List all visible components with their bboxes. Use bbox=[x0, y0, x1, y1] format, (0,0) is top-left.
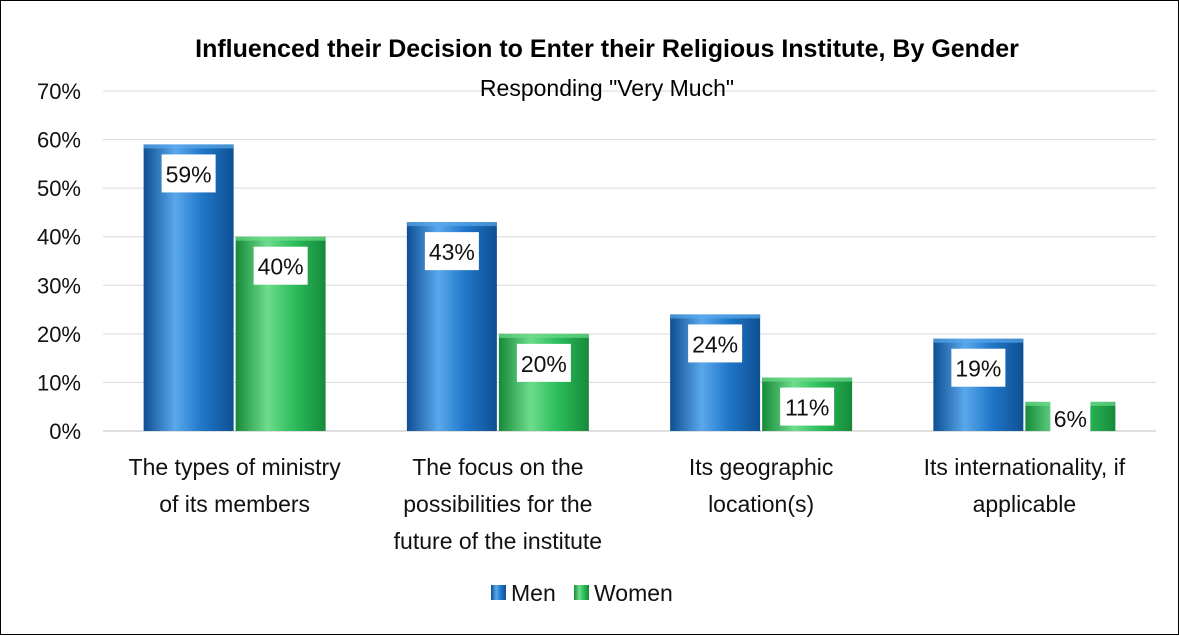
y-tick-label: 70% bbox=[37, 79, 81, 104]
category-label: location(s) bbox=[708, 491, 814, 517]
bars bbox=[143, 144, 1116, 431]
category-label: of its members bbox=[159, 491, 310, 517]
data-label-box bbox=[951, 348, 1006, 387]
y-tick-label: 30% bbox=[37, 273, 81, 298]
data-label: 24% bbox=[692, 331, 738, 357]
bar-cap bbox=[933, 338, 1024, 343]
data-label: 11% bbox=[785, 395, 829, 421]
y-tick-label: 50% bbox=[37, 176, 81, 201]
y-tick-label: 20% bbox=[37, 322, 81, 347]
data-label: 59% bbox=[166, 161, 212, 187]
data-label: 19% bbox=[955, 356, 1001, 382]
data-label-box bbox=[688, 324, 743, 363]
bar-cap bbox=[498, 333, 589, 338]
legend-label-women: Women bbox=[594, 580, 673, 606]
data-label: 20% bbox=[521, 351, 567, 377]
bar-cap bbox=[143, 144, 234, 149]
category-label: future of the institute bbox=[394, 528, 602, 554]
data-label: 6% bbox=[1054, 406, 1087, 432]
legend-swatch-men bbox=[491, 585, 506, 600]
x-axis: The types of ministry of its members The f… bbox=[129, 454, 1126, 554]
y-tick-label: 10% bbox=[37, 370, 81, 395]
data-label: 43% bbox=[429, 239, 475, 265]
bar-cap bbox=[670, 314, 761, 319]
bar-cap bbox=[235, 236, 326, 241]
data-labels: 59% 40% 43% 20% 24% 11% 19% 6% bbox=[161, 154, 1091, 437]
bar-cap bbox=[762, 377, 853, 382]
chart-title: Influenced their Decision to Enter their… bbox=[195, 35, 1019, 63]
data-label: 40% bbox=[258, 254, 304, 280]
legend-label-men: Men bbox=[511, 580, 556, 606]
data-label-box bbox=[516, 343, 571, 382]
category-label: The types of ministry bbox=[129, 454, 342, 480]
data-label-box bbox=[161, 154, 216, 193]
bar-cap bbox=[406, 222, 497, 227]
legend: Men Women bbox=[491, 580, 673, 606]
y-tick-label: 60% bbox=[37, 128, 81, 153]
y-axis: 0% 10% 20% 30% 40% 50% 60% 70% bbox=[37, 79, 81, 444]
chart-subtitle: Responding "Very Much" bbox=[480, 75, 734, 101]
category-label: applicable bbox=[973, 491, 1077, 517]
legend-swatch-women bbox=[574, 585, 589, 600]
data-label-box bbox=[253, 246, 308, 285]
y-tick-label: 40% bbox=[37, 225, 81, 250]
y-tick-label: 0% bbox=[49, 419, 81, 444]
category-label: Its internationality, if bbox=[924, 454, 1126, 480]
data-label-box bbox=[424, 232, 479, 271]
data-label-box bbox=[1050, 399, 1091, 437]
category-label: The focus on the bbox=[412, 454, 583, 480]
data-label-box bbox=[780, 387, 835, 426]
category-label: Its geographic bbox=[689, 454, 833, 480]
category-label: possibilities for the bbox=[403, 491, 592, 517]
